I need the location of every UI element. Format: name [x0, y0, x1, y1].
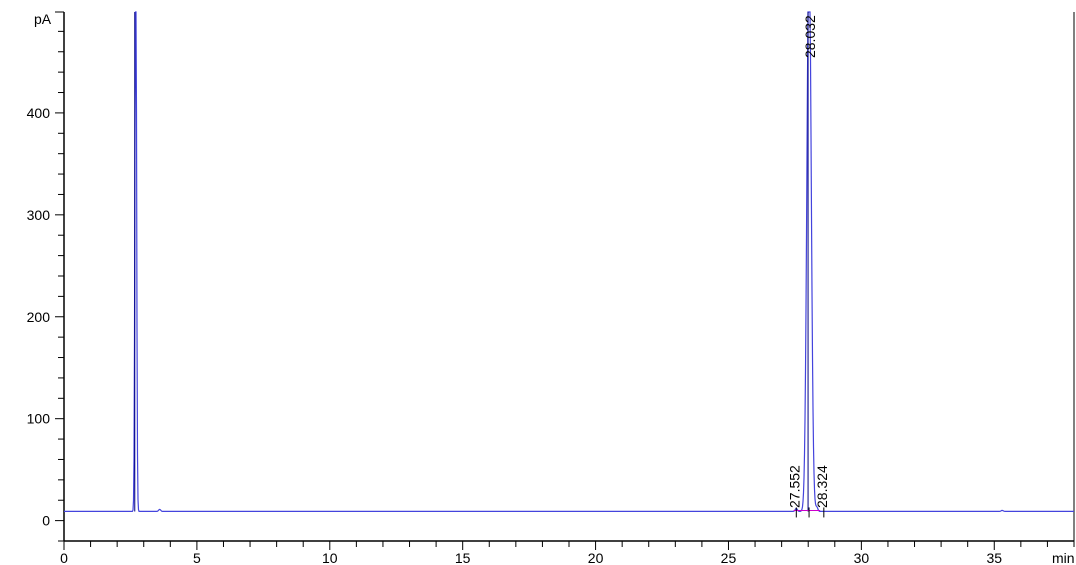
trace: [64, 11, 1074, 512]
axes: 0 5 10 15 20 25 30 35 0 100 200 300 400: [27, 11, 1075, 565]
x-tick-label: 5: [193, 550, 201, 565]
x-tick-label: 0: [60, 550, 68, 565]
y-tick-label: 100: [27, 411, 51, 427]
x-tick-label: 30: [854, 550, 870, 565]
y-axis-label: pA: [34, 11, 52, 27]
signal-trace: [64, 11, 1074, 512]
x-tick-label: 25: [721, 550, 737, 565]
y-tick-label: 200: [27, 309, 51, 325]
peak-labels: 27.552 28.032 28.324: [786, 15, 830, 518]
x-tick-label: 10: [322, 550, 338, 565]
y-tick-label: 400: [27, 105, 51, 121]
x-axis-label: min: [1052, 550, 1075, 565]
x-tick-label: 20: [588, 550, 604, 565]
retention-time-label: 28.032: [802, 15, 818, 58]
retention-time-label: 27.552: [786, 465, 802, 508]
x-tick-label: 15: [455, 550, 471, 565]
x-tick-label: 35: [986, 550, 1002, 565]
retention-time-label: 28.324: [814, 465, 830, 508]
y-tick-label: 300: [27, 207, 51, 223]
y-tick-label: 0: [42, 513, 50, 529]
